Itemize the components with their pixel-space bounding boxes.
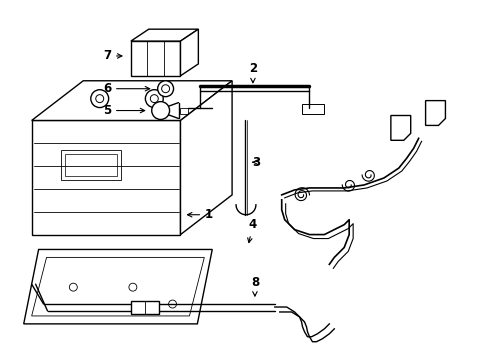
Circle shape (96, 95, 103, 103)
Polygon shape (131, 41, 180, 76)
Polygon shape (32, 121, 180, 235)
Text: 8: 8 (250, 276, 259, 296)
Circle shape (145, 90, 163, 108)
Polygon shape (180, 29, 198, 76)
Polygon shape (425, 100, 445, 125)
Text: 2: 2 (248, 62, 257, 83)
Text: 6: 6 (102, 82, 149, 95)
Polygon shape (131, 29, 198, 41)
Circle shape (91, 90, 108, 108)
Text: 5: 5 (102, 104, 144, 117)
Polygon shape (390, 116, 410, 140)
Polygon shape (180, 81, 232, 235)
Text: 7: 7 (102, 49, 122, 63)
Text: 3: 3 (251, 156, 259, 168)
Polygon shape (24, 249, 212, 324)
Circle shape (151, 102, 169, 120)
Text: 1: 1 (187, 208, 213, 221)
Circle shape (150, 95, 158, 103)
Text: 4: 4 (247, 218, 257, 243)
Polygon shape (131, 301, 158, 314)
Polygon shape (32, 81, 232, 121)
Circle shape (157, 81, 173, 96)
